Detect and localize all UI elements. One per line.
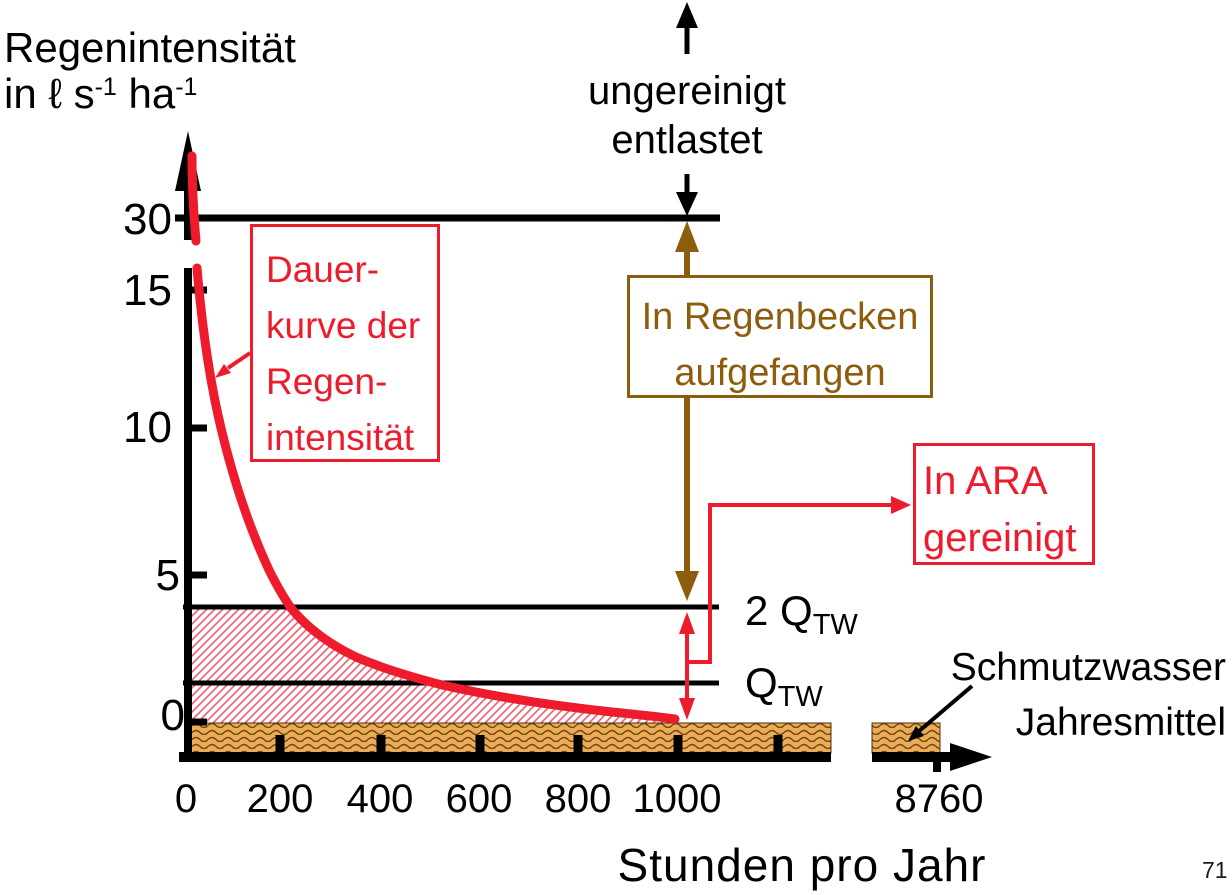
y-axis-unit-pre: in ℓ s (4, 70, 95, 117)
ara-line1: In ARA (923, 459, 1048, 503)
untreated-label-line1: ungereinigt (588, 69, 786, 113)
y-axis-unit-sup2: -1 (175, 73, 198, 101)
sewage-label-line2: Jahresmittel (1015, 701, 1226, 744)
ara-treated-hatch-area (190, 609, 678, 723)
x-tick-1000: 1000 (632, 777, 722, 821)
rain-basin-box: In Regenbecken aufgefangen (627, 275, 933, 398)
untreated-label-line2: entlastet (611, 118, 763, 162)
ara-line2: gereinigt (923, 516, 1077, 560)
x-axis-title: Stunden pro Jahr (617, 839, 987, 891)
ara-box: In ARA gereinigt (913, 443, 1095, 565)
duration-curve-label-line3: Regen- (266, 361, 388, 402)
x-axis (179, 735, 992, 772)
label-2qtw: 2 QTW (745, 587, 858, 641)
y-tick-10: 10 (123, 403, 172, 452)
untreated-arrow-down (676, 174, 698, 216)
sewage-label-line1: Schmutzwasser (950, 646, 1226, 689)
x-tick-8760: 8760 (894, 777, 984, 821)
y-tick-0: 0 (160, 691, 185, 740)
label-qtw: QTW (745, 659, 823, 713)
untreated-arrow-up (676, 2, 698, 54)
duration-curve-label-line4: intensität (266, 417, 415, 458)
y-tick-5: 5 (155, 551, 180, 600)
page-number: 71 (1202, 857, 1228, 883)
sewage-band-year-end (871, 722, 941, 754)
y-tick-30: 30 (123, 195, 172, 244)
x-tick-200: 200 (246, 777, 314, 821)
y-tick-15: 15 (123, 266, 172, 315)
sewage-band-main (189, 722, 832, 754)
basin-arrow-down (675, 396, 699, 601)
ara-double-arrow (679, 612, 695, 720)
duration-curve-label-box: Dauer- kurve der Regen- intensität (250, 224, 440, 462)
y-axis-title: Regenintensität (4, 24, 296, 71)
ara-pointer-arrow (689, 496, 911, 664)
duration-curve-pointer-arrow (215, 351, 252, 378)
rain-basin-line2: aufgefangen (674, 352, 886, 394)
x-tick-800: 800 (544, 777, 612, 821)
x-tick-0: 0 (174, 777, 198, 821)
x-tick-600: 600 (445, 777, 513, 821)
duration-curve-label-line2: kurve der (266, 305, 421, 346)
y-axis-unit: in ℓ s-1 ha-1 (4, 70, 198, 117)
x-axis-arrowhead (950, 743, 992, 771)
y-axis-unit-sup1: -1 (94, 73, 117, 101)
y-axis-unit-mid: ha (116, 70, 176, 117)
basin-arrow-up (675, 221, 699, 277)
duration-curve (187, 151, 680, 724)
duration-curve-label-line1: Dauer- (266, 249, 380, 290)
x-tick-400: 400 (346, 777, 414, 821)
rain-basin-line1: In Regenbecken (641, 296, 919, 338)
sewage-label-arrow (908, 684, 974, 741)
